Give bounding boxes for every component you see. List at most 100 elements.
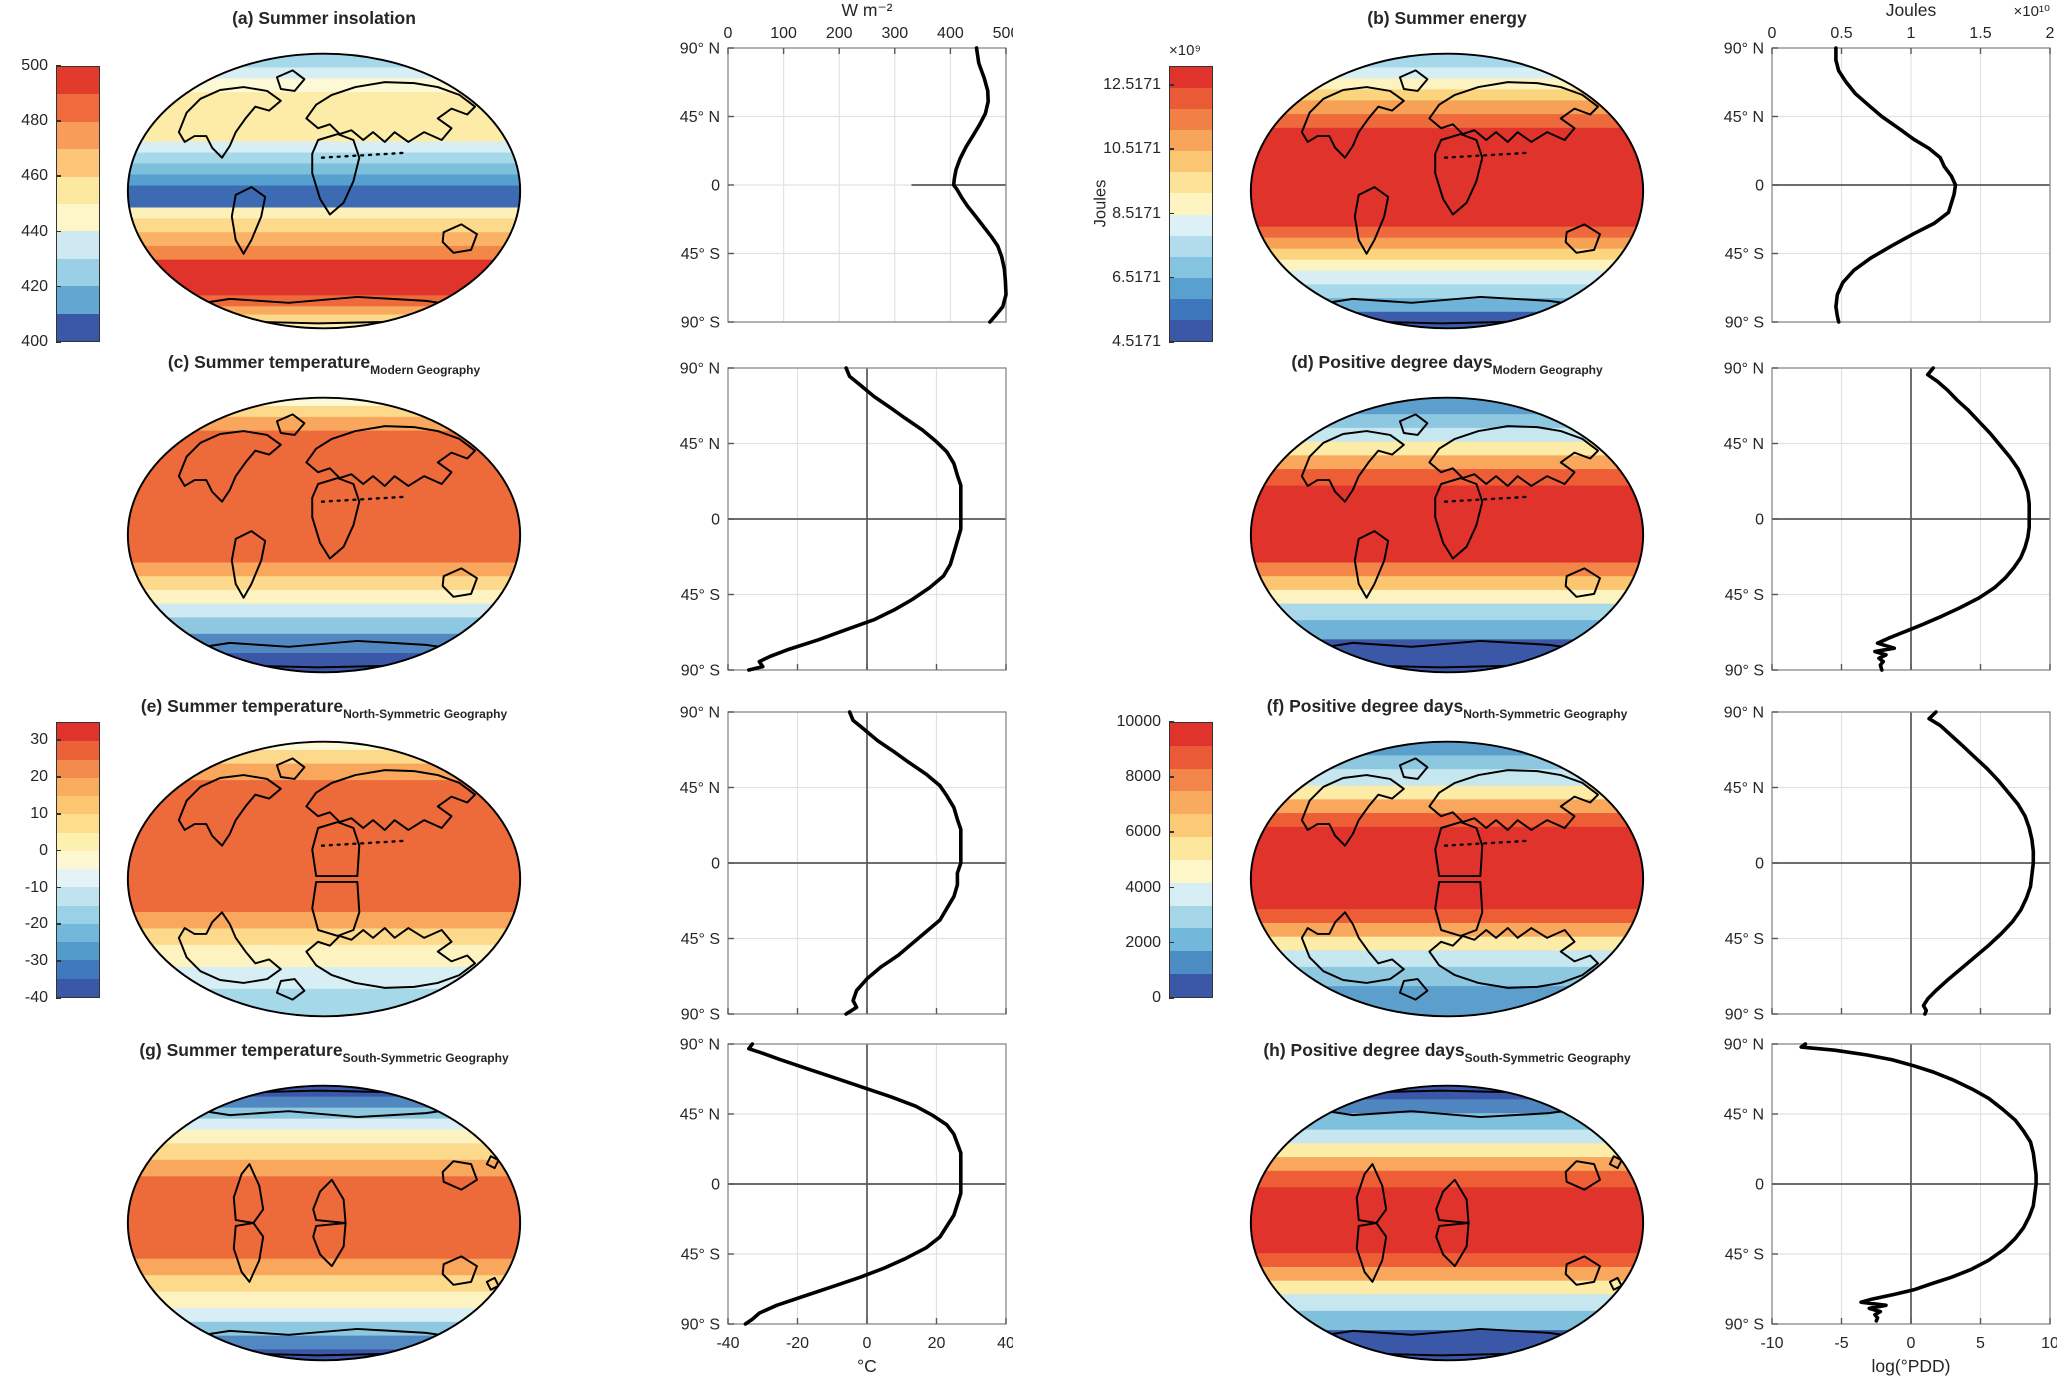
colorbar-tick-mark <box>56 65 61 67</box>
colorbar-tick-mark <box>1169 997 1174 999</box>
colorbar-tick-label: -40 <box>24 989 48 1006</box>
x-tick-label: 5 <box>1976 1335 1985 1352</box>
colorbar-band <box>57 723 99 742</box>
map-h-positive-degree-days-south-symmetric <box>1249 1084 1645 1362</box>
colorbar-band <box>1170 951 1212 975</box>
map-color-band <box>127 741 521 751</box>
colorbar-band <box>57 204 99 232</box>
coastline <box>1353 530 1390 599</box>
colorbar-pdd-zone: 10000 8000 6000 4000 2000 0 <box>1033 688 1241 1032</box>
map-color-band <box>1250 397 1644 415</box>
empty-colorbar-zone-c <box>0 344 118 688</box>
panel-h-title: (h) Positive degree daysSouth-Symmetric … <box>1241 1032 1653 1070</box>
map-color-band <box>1250 311 1644 329</box>
zonal-mean-curve <box>747 366 963 672</box>
coastline-mirrored <box>232 1163 265 1224</box>
colorbar-tick-mark <box>56 120 61 122</box>
panel-d-title-main: (d) Positive degree days <box>1291 352 1493 372</box>
panel-e-title: (e) Summer temperatureNorth-Symmetric Ge… <box>118 688 530 726</box>
coastlines-mirrored <box>1300 880 1600 1001</box>
map-outline-ellipse <box>126 740 522 1018</box>
lat-tick-label: 90° S <box>681 315 720 332</box>
map-zone-f: (f) Positive degree daysNorth-Symmetric … <box>1241 688 1653 1032</box>
colorbar-tick-label: 480 <box>21 112 48 130</box>
colorbar-band <box>1170 193 1212 215</box>
colorbar-band <box>1170 859 1212 883</box>
x-tick-label: 0 <box>724 25 733 42</box>
map-zone-a: (a) Summer insolation <box>118 0 530 344</box>
dotted-boundary-line <box>1443 495 1531 503</box>
colorbar-tick-mark <box>1169 721 1174 723</box>
map-color-band <box>127 416 521 432</box>
map-color-band <box>127 405 521 418</box>
plot-zone-h: -10 -5 0 5 10 log(°PDD) 90° N 45° N 0 45° S 90° S <box>1712 1032 2057 1376</box>
map-color-band <box>1250 1330 1644 1361</box>
colorbar-tick-mark <box>56 849 61 852</box>
colorbar-band <box>1170 745 1212 769</box>
colorbar-band <box>1170 905 1212 929</box>
map-color-band <box>127 1118 521 1131</box>
colorbar-tick-mark <box>56 813 61 815</box>
coastlines-mirrored <box>177 880 477 1001</box>
panel-h-title-sub: South-Symmetric Geography <box>1464 1051 1631 1065</box>
colorbar-band <box>1170 837 1212 860</box>
panel-b-title-main: (b) Summer energy <box>1367 8 1527 28</box>
dotted-boundary-line <box>1443 839 1531 847</box>
map-color-band <box>127 1308 521 1323</box>
map-color-band <box>1250 1170 1644 1189</box>
lat-tick-label: 90° N <box>1724 361 1764 378</box>
coastline <box>1353 186 1390 255</box>
map-clipped-content <box>1250 741 1644 1017</box>
lat-tick-label: 90° S <box>681 663 720 680</box>
coastline-mirrored <box>275 978 306 1001</box>
plot-zone-d: 90° N 45° N 0 45° S 90° S <box>1712 344 2057 688</box>
colorbar-tick-mark <box>56 997 61 999</box>
colorbar-band <box>1170 256 1212 278</box>
map-f-positive-degree-days-north-symmetric <box>1249 740 1645 1018</box>
map-outline-ellipse <box>1249 740 1645 1018</box>
colorbar-band <box>57 960 99 979</box>
colorbar-tick-mark <box>1169 212 1174 215</box>
colorbar-band <box>1170 974 1212 997</box>
colorbar-tick-label: 500 <box>21 57 48 74</box>
plot-zone-b: 0 0.5 1 1.5 2 Joules ×10¹⁰ 90° N 45° N 0 45° S 90° … <box>1712 0 2057 344</box>
colorbar-tick-label: 10000 <box>1116 713 1162 730</box>
lat-tick-label: 0 <box>1755 1177 1764 1194</box>
colorbar-band <box>1170 298 1212 320</box>
lat-tick-label: 45° N <box>680 1107 720 1124</box>
map-g-summer-temperature-south-symmetric <box>126 1084 522 1362</box>
colorbar-band <box>1170 235 1212 257</box>
colorbar-band <box>57 777 99 797</box>
map-d-positive-degree-days-modern <box>1249 396 1645 674</box>
map-clipped-content <box>127 397 521 673</box>
panel-c-title: (c) Summer temperatureModern Geography <box>118 344 530 382</box>
map-color-band <box>127 1143 521 1161</box>
coastline <box>232 1222 265 1283</box>
map-color-band <box>1250 1253 1644 1268</box>
map-zone-c: (c) Summer temperatureModern Geography <box>118 344 530 688</box>
map-color-band <box>127 763 521 781</box>
colorbar-bar <box>1169 722 1213 998</box>
panel-h: (h) Positive degree daysSouth-Symmetric … <box>1033 1032 2067 1376</box>
dotted-boundary-line <box>320 839 408 847</box>
colorbar-tick-label: 2000 <box>1125 933 1161 951</box>
lat-tick-label: 90° S <box>681 1007 720 1024</box>
colorbar-tick-label: 4.5171 <box>1112 333 1161 350</box>
colorbar-tick-label: -20 <box>24 915 48 933</box>
colorbar-band <box>57 94 99 122</box>
map-color-band <box>127 1176 521 1260</box>
map-color-band <box>1250 769 1644 787</box>
coastlines <box>1300 757 1600 878</box>
map-zone-h: (h) Positive degree daysSouth-Symmetric … <box>1241 1032 1653 1376</box>
map-color-band <box>127 653 521 673</box>
map-outline-ellipse <box>1249 52 1645 330</box>
lat-tick-label: 0 <box>1755 856 1764 873</box>
lat-tick-label: 45° N <box>680 780 720 797</box>
map-color-band <box>1250 589 1644 605</box>
panel-f-title-main: (f) Positive degree days <box>1266 696 1464 716</box>
coastline <box>1564 1255 1601 1286</box>
x-tick-label: 0 <box>1768 25 1777 42</box>
map-clipped-content <box>1250 53 1644 329</box>
coastline <box>177 774 282 847</box>
x-tick-label: -20 <box>786 1335 809 1352</box>
